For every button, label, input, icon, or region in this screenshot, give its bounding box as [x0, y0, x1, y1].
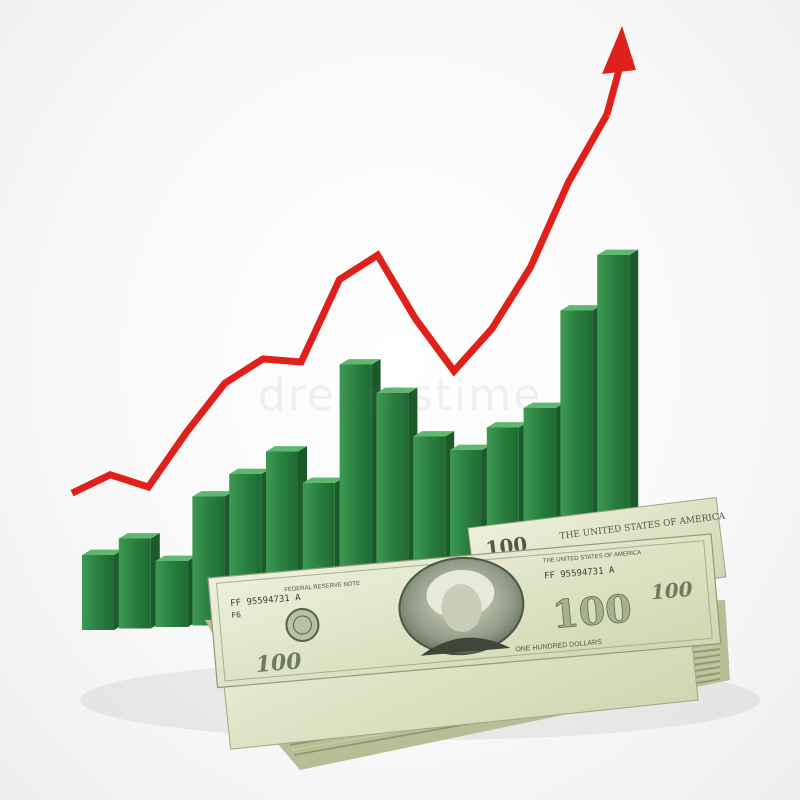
arrow-head: [602, 26, 636, 74]
bar-top: [450, 444, 491, 450]
bar-top: [560, 305, 602, 311]
trend-line: [70, 113, 610, 497]
bill-denomination-right: 100: [650, 577, 694, 605]
bar-top: [486, 422, 528, 428]
treasury-seal: [285, 607, 320, 642]
bar: [82, 555, 114, 630]
trend-arrow: [70, 26, 636, 497]
bar-top: [376, 387, 418, 393]
bar-top: [266, 446, 307, 452]
bar-top: [229, 468, 271, 474]
bill-code: F6: [231, 610, 242, 620]
bill-denomination-corner: 100: [255, 648, 304, 678]
bill-denomination-large: 100: [551, 585, 634, 637]
bar-top: [339, 359, 381, 365]
bar-top: [192, 491, 234, 497]
bar-top: [155, 555, 197, 561]
trend-line-tail: [603, 69, 623, 116]
portrait-face: [441, 584, 482, 632]
portrait-coat: [420, 637, 511, 656]
bar-top: [118, 533, 160, 539]
bar-top: [413, 431, 455, 437]
money-stack: THE UNITED STATES OF AMERICA 100 FEDERAL…: [205, 496, 730, 770]
bar: [118, 538, 151, 629]
treasury-seal-inner: [292, 615, 312, 635]
bar-top: [597, 249, 639, 255]
bill-front: FEDERAL RESERVE NOTE FF 95594731 A F6 10…: [207, 533, 722, 689]
bar-top: [82, 549, 123, 555]
bar-top: [302, 477, 344, 483]
bar-top: [523, 402, 565, 408]
bar: [155, 561, 188, 627]
